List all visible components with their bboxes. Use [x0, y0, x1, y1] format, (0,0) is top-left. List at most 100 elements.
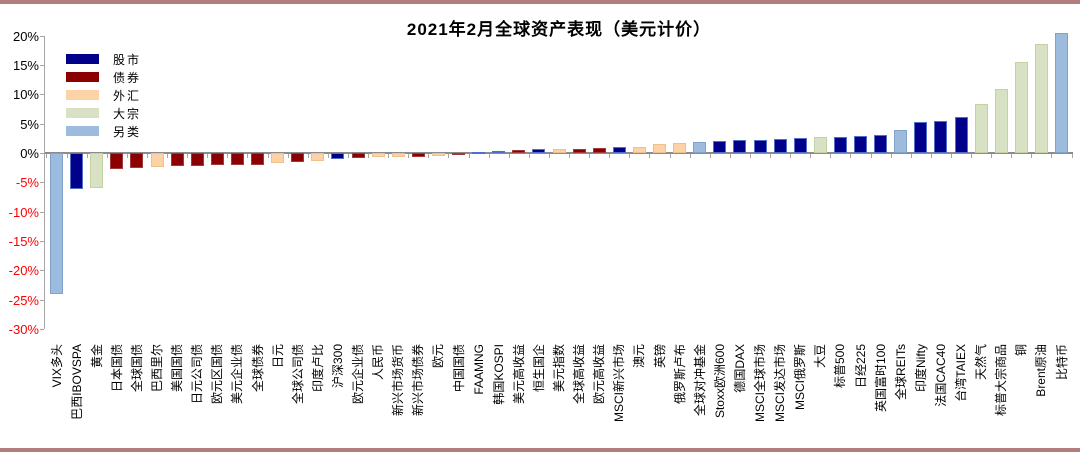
x-axis-tick [368, 154, 370, 158]
x-axis-category-label: 印度卢比 [310, 344, 325, 393]
x-axis-category-label: 欧元高收益 [592, 344, 607, 405]
y-tick-label: -15% [8, 233, 39, 249]
bar-equity [70, 153, 84, 190]
x-axis-category-label: 恒生国企 [531, 344, 546, 393]
x-axis-category-label: 印度Nifty [913, 344, 928, 393]
bar-bond [452, 153, 465, 155]
x-axis-category-label: 天然气 [974, 344, 989, 381]
bar-commodity [974, 104, 988, 153]
bar-fx [673, 143, 687, 153]
x-axis-category-label: 美元高收益 [511, 344, 526, 405]
x-axis-category-label: MSCI俄罗斯 [793, 344, 808, 411]
y-tick-label: 15% [12, 58, 39, 74]
x-axis-tick [247, 154, 249, 158]
x-axis-tick [589, 154, 591, 158]
legend-swatch [66, 90, 99, 100]
bar-fx [271, 153, 285, 163]
bar-equity [753, 139, 767, 153]
x-axis-category-label: 日元公司债 [190, 344, 205, 405]
bar-fx [632, 146, 646, 153]
bar-commodity [813, 137, 827, 153]
x-axis-tick [1011, 154, 1013, 158]
x-axis-category-label: 韩国KOSPI [491, 344, 506, 405]
y-axis-tick [40, 182, 44, 184]
bar-fx [311, 153, 325, 161]
x-axis-tick [689, 154, 691, 158]
y-tick-label: -30% [8, 321, 39, 337]
bar-fx [431, 153, 445, 156]
x-axis-category-label: 巴西里尔 [150, 344, 164, 393]
x-axis-category-label: 比特币 [1054, 344, 1069, 381]
x-axis-category-label: 新兴市场货币 [391, 344, 406, 417]
x-axis-category-label: 大豆 [813, 344, 828, 369]
bar-alt [693, 141, 707, 153]
x-axis-category-label: 日本国债 [109, 344, 124, 393]
legend-item-commodity: 大宗 [66, 104, 141, 122]
bar-fx [371, 153, 385, 158]
x-axis-category-label: 日经225 [853, 344, 868, 389]
x-axis-category-label: 沪深300 [330, 344, 345, 389]
x-axis-category-label: MSCI发达市场 [773, 344, 788, 423]
y-axis-tick [40, 153, 44, 154]
bar-equity [733, 140, 747, 153]
x-axis-tick [548, 154, 550, 158]
x-axis-category-label: 欧元区国债 [210, 344, 225, 405]
x-axis-category-label: 德国DAX [732, 344, 747, 393]
x-axis-category-label: 全球国债 [129, 344, 144, 393]
bar-equity [713, 141, 727, 153]
x-axis-tick [46, 154, 48, 158]
x-axis-category-label: 台湾TAIEX [954, 344, 968, 402]
bar-bond [291, 153, 305, 163]
bar-commodity [90, 153, 104, 188]
legend-label: 另类 [113, 124, 142, 139]
x-axis-tick [508, 154, 510, 158]
legend-label: 股市 [113, 52, 142, 67]
x-axis-tick [669, 154, 671, 158]
x-axis-category-label: 法国CAC40 [933, 344, 948, 407]
y-axis-tick [40, 65, 44, 67]
x-axis-tick [488, 154, 490, 158]
y-axis-tick [40, 299, 44, 301]
legend-label: 大宗 [113, 106, 142, 121]
x-axis-tick [870, 154, 872, 158]
x-axis-category-label: 英镑 [652, 344, 667, 369]
legend-label: 债券 [113, 70, 142, 85]
x-axis-category-label: 全球REITs [893, 344, 908, 401]
bar-equity [833, 137, 847, 153]
legend-item-fx: 外汇 [66, 86, 141, 104]
y-axis-tick [40, 211, 44, 213]
x-axis-tick [227, 154, 229, 158]
bar-fx [150, 153, 164, 168]
x-axis-tick [729, 154, 731, 158]
x-axis-tick [770, 154, 772, 158]
bar-alt [50, 153, 63, 294]
x-axis-category-label: 俄罗斯卢布 [672, 344, 687, 405]
x-axis-tick [629, 154, 631, 158]
x-axis-category-label: 全球公司债 [290, 344, 305, 405]
y-tick-label: -25% [8, 292, 39, 308]
bar-bond [210, 153, 224, 166]
x-axis-tick [267, 154, 269, 158]
bar-equity [934, 120, 948, 153]
x-axis-tick [950, 154, 952, 158]
y-axis-tick [40, 123, 44, 125]
x-axis-category-label: MSCI全球市场 [753, 344, 767, 423]
x-axis-tick [126, 154, 128, 158]
y-axis-tick [40, 270, 44, 272]
bar-fx [552, 149, 566, 153]
x-axis-tick [810, 154, 812, 158]
bar-equity [854, 136, 867, 153]
x-axis-tick [930, 154, 932, 158]
x-axis-category-label: 标普大宗商品 [994, 344, 1009, 417]
legend-swatch [66, 108, 99, 118]
y-axis-tick [40, 328, 44, 330]
x-axis-tick [991, 154, 993, 158]
bar-alt [894, 129, 908, 153]
x-axis-tick [790, 154, 792, 158]
bar-bond [411, 153, 425, 157]
x-axis-tick [86, 154, 88, 158]
x-axis-category-label: Brent原油 [1034, 344, 1049, 397]
x-axis-category-label: 人民币 [371, 344, 386, 381]
x-axis-tick [528, 154, 530, 158]
x-axis-tick [890, 154, 892, 158]
